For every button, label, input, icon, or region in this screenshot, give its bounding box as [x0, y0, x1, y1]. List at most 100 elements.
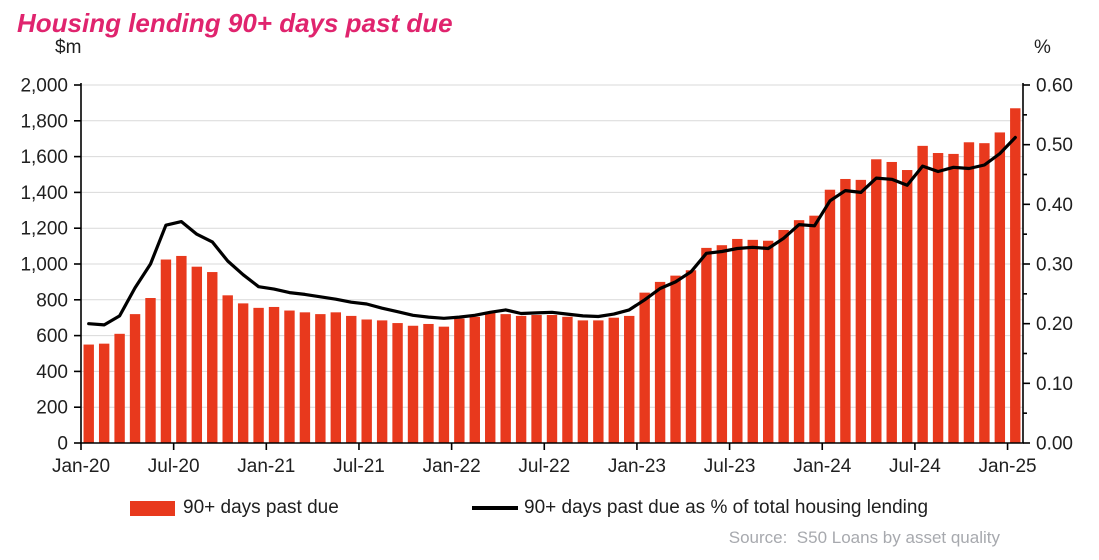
bar-Nov-22 — [608, 317, 619, 443]
bar-series-swatch-icon — [130, 500, 175, 516]
bar-Sep-24 — [948, 153, 959, 444]
legend-item-line: 90+ days past due as % of total housing … — [472, 495, 928, 521]
bar-Aug-20 — [191, 266, 203, 443]
y-left-tick-label: 2,000 — [20, 76, 68, 97]
bar-Sep-22 — [577, 320, 589, 443]
y-left-tick-label: 1,200 — [20, 219, 68, 240]
bar-Nov-24 — [979, 143, 990, 444]
y-right-tick-label: 0.60 — [1036, 76, 1073, 97]
bar-Feb-24 — [840, 178, 851, 443]
bar-Dec-24 — [994, 132, 1006, 443]
y-left-tick-label: 600 — [36, 326, 68, 347]
y-right-tick-label: 0.30 — [1036, 255, 1073, 276]
bar-Mar-22 — [485, 312, 496, 443]
bar-Aug-22 — [562, 316, 573, 443]
legend-item-bars: 90+ days past due — [130, 495, 339, 521]
bar-Jan-23 — [639, 292, 650, 443]
bar-May-20 — [145, 298, 156, 443]
bar-Oct-20 — [222, 295, 233, 443]
bar-Feb-22 — [469, 316, 480, 443]
bar-Sep-21 — [392, 323, 403, 443]
bar-May-22 — [515, 315, 527, 443]
bar-Dec-23 — [809, 215, 820, 443]
bar-Jun-24 — [901, 170, 913, 443]
bar-Jan-21 — [268, 306, 280, 443]
bar-Mar-21 — [299, 312, 311, 443]
bar-Jul-24 — [917, 145, 928, 444]
bar-Aug-24 — [932, 153, 944, 443]
y-left-tick-label: 0 — [57, 434, 68, 455]
bar-Apr-24 — [871, 159, 882, 443]
bar-Mar-24 — [855, 179, 867, 443]
bar-Apr-22 — [500, 314, 511, 443]
x-tick-label: Jul-21 — [333, 456, 385, 477]
x-tick-label: Jul-20 — [148, 456, 200, 477]
left-axis-unit-label: $m — [55, 37, 82, 58]
y-left-tick-label: 400 — [36, 362, 68, 383]
bar-Jun-23 — [716, 245, 728, 443]
bar-Aug-23 — [747, 239, 758, 443]
bar-Mar-23 — [670, 275, 681, 443]
source-note: Source: S50 Loans by asset quality — [728, 528, 1000, 547]
bar-Feb-21 — [284, 310, 295, 443]
y-left-tick-label: 1,800 — [20, 111, 68, 132]
x-tick-label: Jul-22 — [518, 456, 570, 477]
bar-Feb-23 — [654, 281, 666, 443]
bar-Jan-20 — [83, 344, 94, 443]
bar-Sep-23 — [762, 240, 774, 443]
bar-May-21 — [330, 312, 342, 443]
y-right-tick-label: 0.20 — [1036, 314, 1073, 335]
y-left-tick-label: 200 — [36, 398, 68, 419]
x-tick-label: Jan-22 — [423, 456, 481, 477]
bar-Dec-21 — [438, 326, 450, 443]
x-tick-label: Jul-23 — [704, 456, 756, 477]
y-left-tick-label: 1,600 — [20, 147, 68, 168]
right-axis-unit-label: % — [1034, 37, 1051, 58]
x-tick-label: Jan-21 — [237, 456, 295, 477]
bar-May-23 — [701, 247, 712, 443]
y-left-tick-label: 1,400 — [20, 183, 68, 204]
y-left-tick-label: 800 — [36, 290, 68, 311]
bar-Dec-20 — [253, 307, 264, 443]
bar-Jan-25 — [1010, 108, 1021, 444]
bar-May-24 — [886, 161, 897, 443]
bar-Nov-23 — [793, 220, 805, 443]
bar-Jul-23 — [732, 238, 743, 443]
line-series-swatch-icon — [472, 506, 518, 510]
bar-Apr-21 — [315, 314, 326, 443]
bar-Aug-21 — [376, 320, 388, 443]
bar-Oct-23 — [778, 229, 789, 443]
y-right-tick-label: 0.50 — [1036, 135, 1073, 156]
x-tick-label: Jan-23 — [608, 456, 666, 477]
bar-Jul-22 — [546, 315, 558, 443]
line-series-path — [87, 135, 1017, 327]
x-tick-label: Jan-25 — [979, 456, 1037, 477]
y-right-tick-label: 0.10 — [1036, 374, 1073, 395]
bar-Jan-22 — [454, 318, 465, 443]
y-right-tick-label: 0.00 — [1036, 434, 1073, 455]
bar-Mar-20 — [114, 333, 125, 443]
bar-Jun-21 — [346, 315, 357, 443]
bar-Oct-21 — [407, 325, 419, 443]
bar-Apr-23 — [685, 270, 697, 443]
y-left-tick-label: 1,000 — [20, 255, 68, 276]
bar-Sep-20 — [207, 272, 218, 443]
bar-Feb-20 — [98, 343, 110, 443]
y-right-tick-label: 0.40 — [1036, 195, 1073, 216]
bar-Apr-20 — [129, 314, 141, 443]
bar-Jul-21 — [361, 319, 372, 443]
bar-Oct-22 — [593, 320, 604, 443]
bar-Nov-21 — [423, 323, 434, 443]
bar-Jun-22 — [531, 315, 542, 443]
bar-Oct-24 — [963, 142, 975, 443]
x-tick-label: Jul-24 — [889, 456, 941, 477]
line-series-label: 90+ days past due as % of total housing … — [524, 497, 929, 518]
x-tick-label: Jan-20 — [52, 456, 110, 477]
chart-title: Housing lending 90+ days past due — [17, 8, 453, 38]
bar-series-label: 90+ days past due — [183, 497, 339, 518]
bar-Jul-20 — [176, 255, 187, 443]
bar-Jun-20 — [160, 259, 172, 443]
x-tick-label: Jan-24 — [793, 456, 852, 477]
